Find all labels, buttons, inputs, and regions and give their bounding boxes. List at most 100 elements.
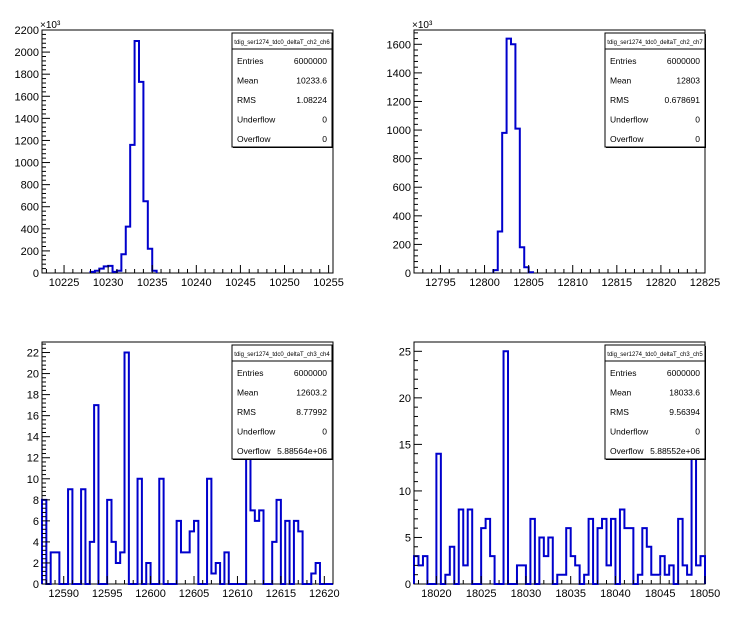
stats-value: 10233.6 [296, 76, 327, 86]
stats-box-frame [231, 344, 333, 460]
y-tick-label: 0 [33, 268, 39, 280]
histogram-bin [511, 44, 515, 273]
histogram-bin [285, 521, 289, 584]
x-tick-label: 12615 [266, 588, 297, 600]
y-tick-label: 18 [27, 390, 39, 402]
histogram-bin [55, 552, 59, 584]
histogram-bin [259, 510, 263, 584]
x-tick-label: 12620 [309, 588, 340, 600]
x-tick-label: 18050 [690, 588, 721, 600]
y-tick-label: 12 [27, 453, 39, 465]
histogram-bin [311, 573, 315, 584]
axis-multiplier: ×10³ [412, 20, 433, 31]
histogram-bin [139, 82, 143, 273]
histogram-bin [660, 556, 664, 584]
histogram-bin [507, 39, 511, 273]
stats-value: 0 [322, 134, 327, 144]
y-tick-label: 0 [33, 579, 39, 591]
histogram-bin [423, 556, 427, 584]
y-tick-label: 1800 [15, 69, 39, 81]
histogram-bin [113, 272, 117, 273]
histogram-bin [517, 565, 521, 584]
histogram-bin [126, 227, 130, 273]
stats-value: 5.88564e+06 [277, 446, 327, 456]
stats-box: tdig_ser1274_tdc0_deltaT_ch2_ch7 Entries 6… [604, 32, 706, 148]
histogram-bin [584, 575, 588, 584]
y-tick-label: 5 [405, 532, 411, 544]
x-tick-label: 10255 [313, 277, 344, 289]
histogram-bin [414, 556, 418, 584]
histogram-bin [250, 510, 254, 584]
stats-label: Overflow [237, 134, 271, 144]
histogram-bin [642, 528, 646, 584]
histogram-bin [445, 575, 449, 584]
histogram-bin [207, 479, 211, 584]
histogram-bin [548, 537, 552, 584]
y-tick-label: 1000 [387, 125, 411, 137]
stats-label: Entries [610, 56, 636, 66]
histogram-bin [468, 510, 472, 584]
histogram-bin [211, 573, 215, 584]
histogram-bin [607, 565, 611, 584]
histogram-bin [701, 556, 705, 584]
stats-value: 0 [322, 115, 327, 125]
y-tick-label: 25 [399, 346, 411, 358]
x-tick-label: 10240 [181, 277, 212, 289]
stats-value: 18033.6 [669, 388, 700, 398]
x-tick-label: 18045 [645, 588, 676, 600]
stats-value: 1.08224 [296, 95, 327, 105]
histogram-bin [530, 519, 534, 584]
histogram-bin [669, 565, 673, 584]
x-tick-label: 18040 [600, 588, 631, 600]
stats-title: tdig_ser1274_tdc0_deltaT_ch3_ch4 [234, 352, 330, 358]
stats-box: tdig_ser1274_tdc0_deltaT_ch3_ch5 Entries 6… [604, 344, 706, 460]
histogram-bin [125, 353, 129, 584]
stats-label: RMS [610, 407, 629, 417]
histogram-bin [490, 556, 494, 584]
y-tick-label: 200 [393, 239, 411, 251]
y-tick-label: 800 [21, 180, 39, 192]
x-tick-label: 12815 [602, 277, 633, 289]
stats-box-frame [231, 32, 333, 148]
y-tick-label: 0 [405, 579, 411, 591]
x-tick-label: 10225 [49, 277, 80, 289]
stats-box-frame [604, 344, 706, 460]
y-tick-label: 1600 [15, 91, 39, 103]
stats-value: 5.88552e+06 [650, 446, 700, 456]
stats-label: Underflow [237, 115, 276, 125]
stats-label: Mean [237, 388, 259, 398]
histogram-bin [90, 542, 94, 584]
histogram-series [492, 37, 535, 274]
histogram-panel-3: 12590 12595 12600 12605 12610 12615 12620 0 2 4 6 8… [27, 341, 340, 600]
stats-label: Underflow [610, 427, 649, 437]
y-tick-label: 2000 [15, 47, 39, 59]
histogram-bin [135, 41, 139, 273]
histogram-series [413, 350, 706, 585]
histogram-bin [272, 542, 276, 584]
x-tick-label: 12805 [513, 277, 544, 289]
stats-value: 0 [695, 134, 700, 144]
histogram-bin [95, 271, 99, 273]
histogram-bin [463, 565, 467, 584]
stats-label: Overflow [610, 446, 644, 456]
histogram-bin [611, 519, 615, 584]
histogram-bin [521, 565, 525, 584]
histogram-bin [665, 575, 669, 584]
y-tick-label: 20 [27, 369, 39, 381]
x-tick-label: 18025 [466, 588, 497, 600]
y-tick-label: 600 [393, 182, 411, 194]
histogram-series [89, 40, 158, 273]
histogram-bin [629, 528, 633, 584]
stats-value: 6000000 [667, 368, 700, 378]
histogram-bin [81, 489, 85, 584]
stats-value: 6000000 [294, 56, 327, 66]
stats-title: tdig_ser1274_tdc0_deltaT_ch3_ch5 [607, 352, 703, 358]
histogram-bin [130, 145, 134, 273]
histogram-bin [683, 565, 687, 584]
histogram-bin [524, 267, 528, 273]
histogram-bin [51, 552, 55, 584]
histogram-bin [255, 521, 259, 584]
histogram-bin [146, 563, 150, 584]
x-tick-label: 12820 [646, 277, 677, 289]
